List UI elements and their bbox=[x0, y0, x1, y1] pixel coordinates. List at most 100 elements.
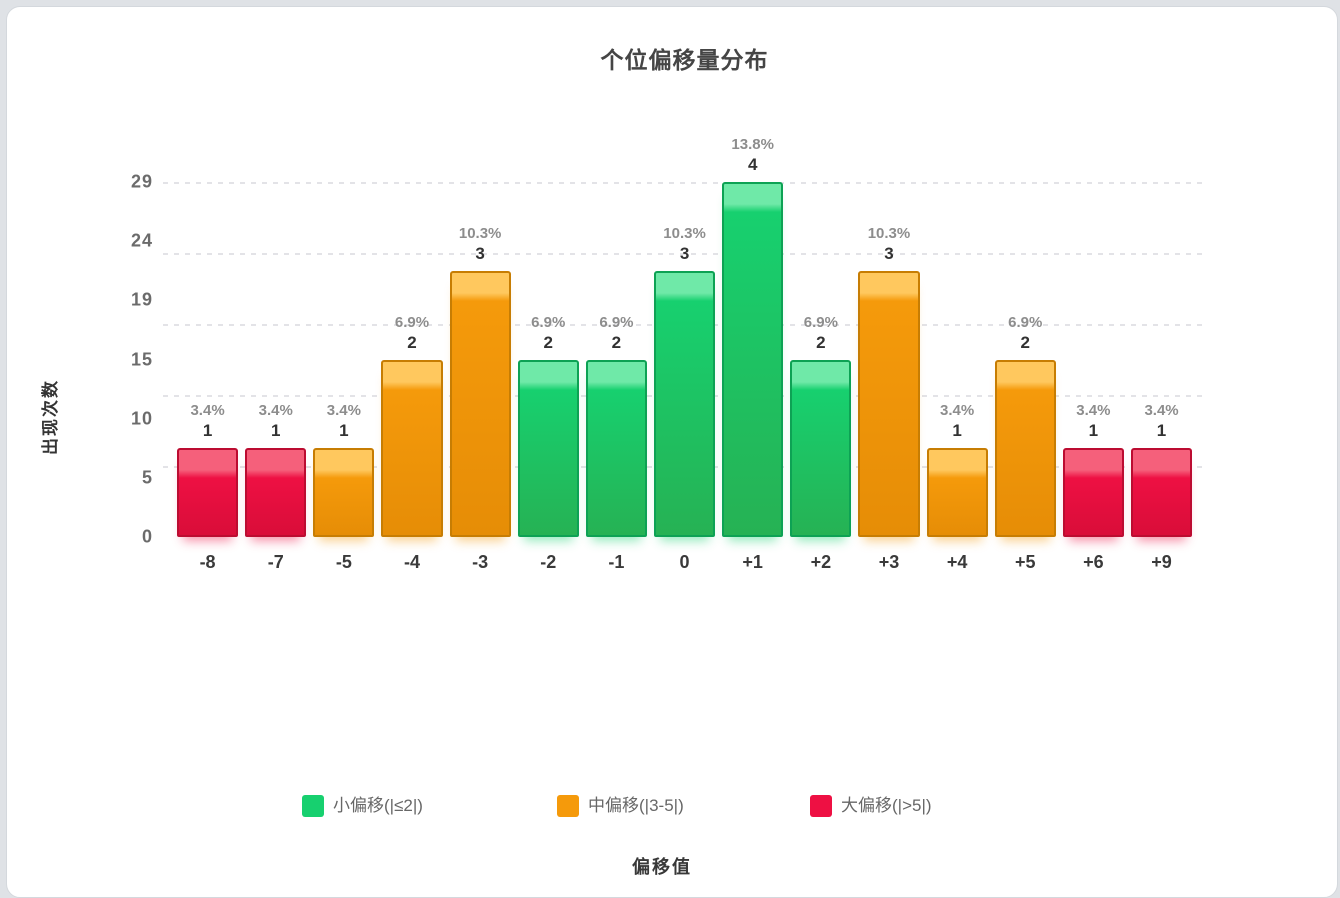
bar-value-label: 2 bbox=[611, 332, 622, 352]
bar-+9[interactable] bbox=[1130, 448, 1193, 537]
bar-+5[interactable] bbox=[994, 359, 1056, 537]
legend-label: 中偏移(|3-5|) bbox=[588, 796, 684, 815]
x-axis-label--3: -3 bbox=[472, 552, 489, 572]
bar--5[interactable] bbox=[313, 448, 375, 537]
bar-value-label: 1 bbox=[952, 421, 962, 441]
x-axis-label-+9: +9 bbox=[1151, 552, 1172, 572]
y-tick-label: 10 bbox=[130, 408, 153, 429]
bar-group-+6: 1 3.4% bbox=[1062, 182, 1124, 537]
bar-group--5: 1 3.4% bbox=[313, 182, 375, 537]
bar-percent-label: 3.4% bbox=[1144, 402, 1179, 420]
bar-percent-label: 3.4% bbox=[190, 402, 225, 420]
chart-title: 个位偏移量分布 bbox=[600, 47, 769, 73]
bar-group-+2: 2 6.9% bbox=[790, 182, 852, 537]
bar-percent-label: 3.4% bbox=[940, 402, 975, 420]
bar-percent-label: 6.9% bbox=[394, 313, 430, 331]
bar-series: 1 3.4% 1 3.4% 1 3.4% 2 6.9% 3 10.3% 2 6.9% 2 6.9% 3 10.… bbox=[177, 136, 1193, 537]
legend-label: 小偏移(|≤2|) bbox=[333, 796, 423, 815]
y-axis-title: 出现次数 bbox=[41, 379, 60, 455]
x-axis-label--1: -1 bbox=[608, 552, 625, 572]
bar--2[interactable] bbox=[517, 359, 579, 537]
bar-value-label: 4 bbox=[747, 155, 758, 174]
bar-percent-label: 6.9% bbox=[1008, 313, 1043, 331]
bar-percent-label: 10.3% bbox=[867, 224, 911, 242]
bar-0[interactable] bbox=[653, 270, 716, 537]
x-axis-label--7: -7 bbox=[267, 552, 284, 572]
legend-swatch-mid bbox=[557, 794, 579, 817]
y-tick-label: 5 bbox=[141, 467, 153, 488]
bar-value-label: 3 bbox=[884, 243, 894, 263]
bar-value-label: 1 bbox=[339, 421, 349, 441]
bar-value-label: 1 bbox=[1156, 421, 1167, 441]
x-axis-label-+6: +6 bbox=[1083, 552, 1104, 572]
legend-swatch-small bbox=[302, 794, 324, 817]
y-tick-label: 15 bbox=[130, 349, 153, 369]
bar-+4[interactable] bbox=[926, 448, 988, 537]
y-axis-ticks: 29 24 19 15 10 5 0 bbox=[93, 172, 153, 547]
bar-value-label: 3 bbox=[475, 243, 485, 263]
x-axis-label-+4: +4 bbox=[946, 552, 968, 572]
legend-swatch-large bbox=[810, 794, 832, 817]
bar-group-+3: 3 10.3% bbox=[858, 182, 920, 537]
y-tick-label: 24 bbox=[130, 230, 153, 251]
plot-area: 1 3.4% 1 3.4% 1 3.4% 2 6.9% 3 10.3% 2 6.9% 2 6.9% 3 10.… bbox=[163, 136, 1202, 537]
bar--8[interactable] bbox=[177, 448, 239, 537]
bar-+3[interactable] bbox=[858, 270, 920, 537]
bar-value-label: 2 bbox=[816, 332, 826, 352]
bar-group-+1: 4 13.8% bbox=[722, 136, 784, 537]
bar-percent-label: 10.3% bbox=[663, 224, 706, 242]
legend-item-large[interactable]: 大偏移(|>5|) bbox=[810, 794, 932, 817]
bar-percent-label: 3.4% bbox=[258, 402, 293, 420]
chart-card: 个位偏移量分布 出现次数 29 24 19 15 10 5 0 1 3.4% 1 3.4% 1 3.4… bbox=[6, 6, 1338, 898]
bar-percent-label: 3.4% bbox=[326, 402, 361, 420]
x-axis-label-+3: +3 bbox=[878, 552, 900, 572]
x-axis-label-+1: +1 bbox=[742, 552, 763, 572]
bar-group--1: 2 6.9% bbox=[585, 182, 647, 537]
legend-item-mid[interactable]: 中偏移(|3-5|) bbox=[557, 794, 684, 817]
y-tick-label: 0 bbox=[141, 526, 153, 547]
bar--4[interactable] bbox=[381, 359, 443, 537]
x-axis-label--5: -5 bbox=[335, 552, 352, 572]
x-axis-label-+5: +5 bbox=[1014, 552, 1036, 572]
bar-value-label: 2 bbox=[407, 332, 417, 352]
x-axis-label-+2: +2 bbox=[810, 552, 832, 572]
bar-group-0: 3 10.3% bbox=[653, 182, 716, 537]
bar--7[interactable] bbox=[245, 448, 307, 537]
bar-+1[interactable] bbox=[722, 182, 784, 537]
y-tick-label: 29 bbox=[130, 171, 153, 192]
bar-value-label: 1 bbox=[1088, 421, 1099, 441]
bar-group-+9: 1 3.4% bbox=[1130, 182, 1193, 537]
bar-group-+5: 2 6.9% bbox=[994, 182, 1056, 537]
bar-percent-label: 10.3% bbox=[458, 224, 502, 242]
bar-+2[interactable] bbox=[790, 359, 852, 537]
bar-percent-label: 6.9% bbox=[599, 313, 634, 331]
y-tick-label: 19 bbox=[130, 289, 153, 310]
x-axis-label-0: 0 bbox=[679, 552, 690, 572]
bar-percent-label: 13.8% bbox=[731, 136, 774, 153]
x-axis-label--4: -4 bbox=[403, 552, 420, 572]
x-axis-labels: -8 -7 -5 -4 -3 -2 -1 0 +1 +2 +3 +4 +5 +6 +9 bbox=[177, 552, 1192, 573]
bar-percent-label: 6.9% bbox=[531, 313, 566, 331]
legend-label: 大偏移(|>5|) bbox=[841, 796, 932, 815]
legend-item-small[interactable]: 小偏移(|≤2|) bbox=[302, 794, 423, 817]
bar-group-+4: 1 3.4% bbox=[926, 182, 988, 537]
gridline bbox=[163, 182, 1202, 184]
bar-percent-label: 6.9% bbox=[803, 313, 838, 331]
bar-value-label: 3 bbox=[679, 243, 690, 263]
x-axis-title: 偏移值 bbox=[632, 857, 692, 877]
bar-group--8: 1 3.4% bbox=[177, 182, 239, 537]
bar-+6[interactable] bbox=[1062, 448, 1124, 537]
bar-group--4: 2 6.9% bbox=[381, 182, 443, 537]
bar-value-label: 2 bbox=[1020, 332, 1030, 352]
x-axis-label--2: -2 bbox=[540, 552, 557, 572]
gridline bbox=[163, 253, 1202, 255]
bar-group--3: 3 10.3% bbox=[449, 182, 511, 537]
bar-percent-label: 3.4% bbox=[1076, 402, 1111, 420]
bar-value-label: 1 bbox=[202, 421, 213, 441]
x-axis-label--8: -8 bbox=[199, 552, 216, 572]
bar-value-label: 1 bbox=[270, 421, 281, 441]
bar--3[interactable] bbox=[449, 270, 511, 537]
bar--1[interactable] bbox=[585, 359, 647, 537]
bar-group--7: 1 3.4% bbox=[245, 182, 307, 537]
